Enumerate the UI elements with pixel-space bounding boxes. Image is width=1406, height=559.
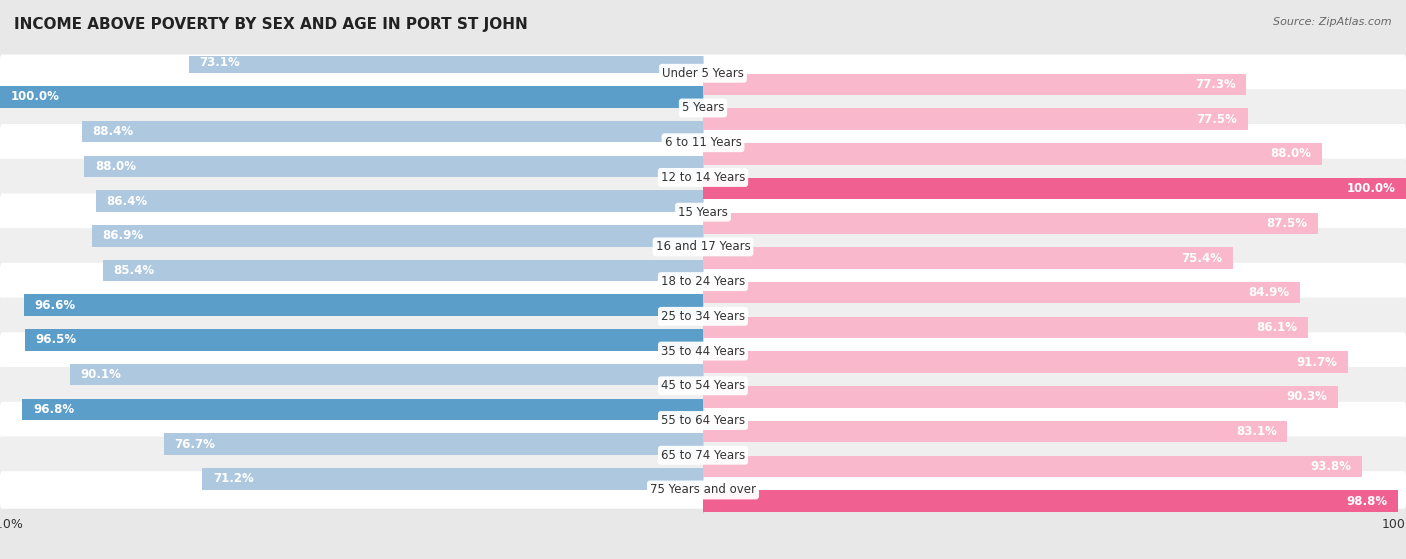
Text: 77.5%: 77.5%	[1197, 112, 1237, 126]
Text: 73.1%: 73.1%	[200, 56, 240, 69]
Text: 65 to 74 Years: 65 to 74 Years	[661, 449, 745, 462]
Text: 98.8%: 98.8%	[1346, 495, 1386, 508]
Bar	[163, 433, 703, 455]
Text: 96.6%: 96.6%	[35, 299, 76, 312]
Text: 88.0%: 88.0%	[94, 160, 136, 173]
Text: 83.1%: 83.1%	[1236, 425, 1277, 438]
FancyBboxPatch shape	[0, 471, 1406, 509]
Bar	[22, 399, 703, 420]
Bar	[96, 190, 703, 212]
Text: 91.7%: 91.7%	[1296, 356, 1337, 369]
Bar	[703, 247, 1233, 269]
Text: 86.4%: 86.4%	[105, 195, 148, 207]
Text: 87.5%: 87.5%	[1267, 217, 1308, 230]
Text: 88.0%: 88.0%	[1270, 148, 1312, 160]
FancyBboxPatch shape	[0, 402, 1406, 439]
Text: 75 Years and over: 75 Years and over	[650, 484, 756, 496]
FancyBboxPatch shape	[0, 228, 1406, 266]
Text: 86.1%: 86.1%	[1257, 321, 1298, 334]
Text: 25 to 34 Years: 25 to 34 Years	[661, 310, 745, 323]
Bar	[91, 225, 703, 247]
Text: 86.9%: 86.9%	[103, 229, 143, 242]
Bar	[703, 212, 1319, 234]
Text: 77.3%: 77.3%	[1195, 78, 1236, 91]
Text: 88.4%: 88.4%	[91, 125, 134, 138]
Bar	[25, 329, 703, 350]
Text: 90.3%: 90.3%	[1286, 390, 1327, 404]
FancyBboxPatch shape	[0, 193, 1406, 231]
Text: 93.8%: 93.8%	[1310, 460, 1353, 473]
Text: 12 to 14 Years: 12 to 14 Years	[661, 171, 745, 184]
Text: 5 Years: 5 Years	[682, 102, 724, 115]
Text: 85.4%: 85.4%	[112, 264, 155, 277]
Bar	[703, 386, 1339, 408]
FancyBboxPatch shape	[0, 89, 1406, 127]
Text: 18 to 24 Years: 18 to 24 Years	[661, 275, 745, 288]
Text: 35 to 44 Years: 35 to 44 Years	[661, 344, 745, 358]
Text: 45 to 54 Years: 45 to 54 Years	[661, 380, 745, 392]
Bar	[703, 317, 1308, 338]
Bar	[703, 143, 1322, 164]
Bar	[84, 155, 703, 177]
Text: 71.2%: 71.2%	[212, 472, 253, 485]
Text: 16 and 17 Years: 16 and 17 Years	[655, 240, 751, 253]
Bar	[188, 51, 703, 73]
FancyBboxPatch shape	[0, 124, 1406, 162]
Text: INCOME ABOVE POVERTY BY SEX AND AGE IN PORT ST JOHN: INCOME ABOVE POVERTY BY SEX AND AGE IN P…	[14, 17, 527, 32]
Text: 96.8%: 96.8%	[32, 403, 75, 416]
Text: 55 to 64 Years: 55 to 64 Years	[661, 414, 745, 427]
Text: 100.0%: 100.0%	[1347, 182, 1395, 195]
Bar	[103, 260, 703, 281]
Text: 15 Years: 15 Years	[678, 206, 728, 219]
FancyBboxPatch shape	[0, 263, 1406, 300]
Text: 96.5%: 96.5%	[35, 334, 76, 347]
Text: 100.0%: 100.0%	[10, 91, 59, 103]
FancyBboxPatch shape	[0, 367, 1406, 405]
Bar	[69, 364, 703, 386]
FancyBboxPatch shape	[0, 297, 1406, 335]
Bar	[703, 178, 1406, 200]
Bar	[0, 86, 703, 108]
FancyBboxPatch shape	[0, 55, 1406, 92]
Bar	[703, 352, 1348, 373]
Bar	[703, 74, 1246, 95]
Bar	[202, 468, 703, 490]
Text: 84.9%: 84.9%	[1249, 286, 1289, 299]
Text: 75.4%: 75.4%	[1181, 252, 1223, 264]
Bar	[703, 490, 1398, 512]
Text: 6 to 11 Years: 6 to 11 Years	[665, 136, 741, 149]
Text: Source: ZipAtlas.com: Source: ZipAtlas.com	[1274, 17, 1392, 27]
Text: 76.7%: 76.7%	[174, 438, 215, 451]
Bar	[703, 108, 1249, 130]
FancyBboxPatch shape	[0, 159, 1406, 196]
Bar	[703, 282, 1301, 304]
Text: Under 5 Years: Under 5 Years	[662, 67, 744, 80]
Bar	[703, 421, 1288, 442]
Bar	[703, 456, 1362, 477]
FancyBboxPatch shape	[0, 332, 1406, 370]
Bar	[24, 295, 703, 316]
Text: 90.1%: 90.1%	[80, 368, 121, 381]
FancyBboxPatch shape	[0, 437, 1406, 474]
Bar	[82, 121, 703, 143]
